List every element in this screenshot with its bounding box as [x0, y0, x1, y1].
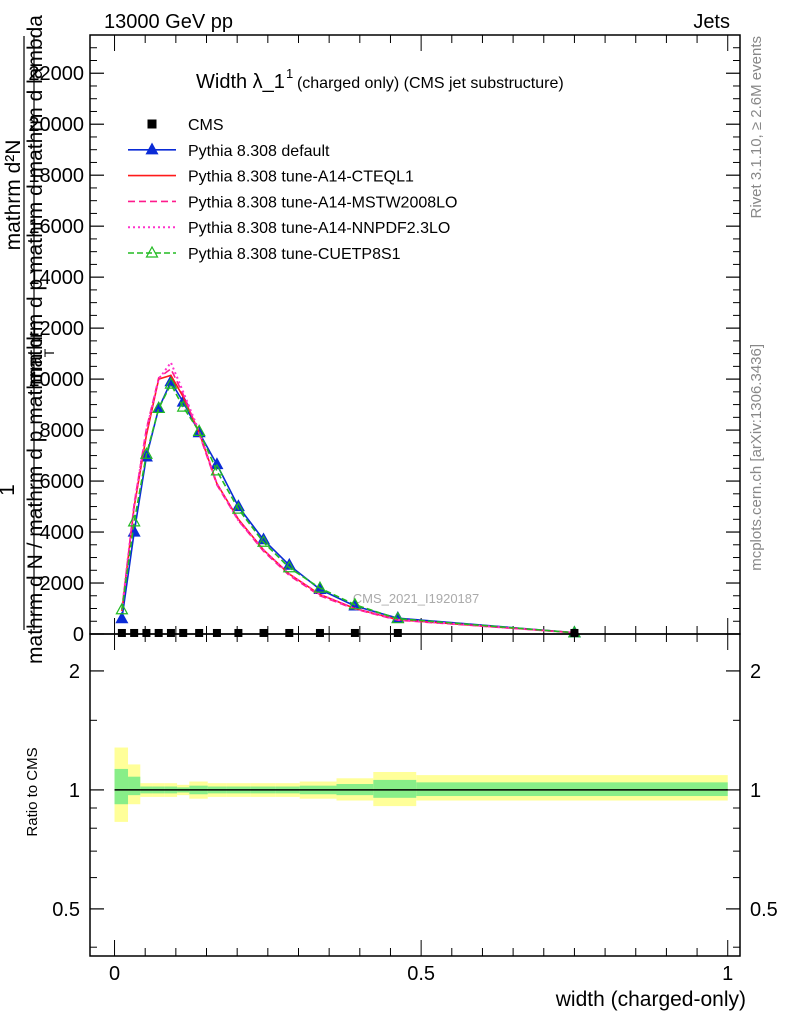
- series-marker-Pythia 8.308 tune-CUETP8S1: [139, 447, 153, 459]
- series-line-Pythia 8.308 tune-A14-NNPDF2.3LO: [120, 360, 575, 634]
- cms-data-point: [350, 628, 359, 637]
- header-left-label: 13000 GeV pp: [104, 11, 233, 33]
- series-marker-Pythia 8.308 tune-CUETP8S1: [231, 501, 245, 514]
- ratio-y-tick-label-right: 2: [750, 661, 761, 683]
- y-label-numerator-outer: mathrm d²N: [2, 140, 25, 251]
- main-data-layer: [115, 360, 581, 638]
- cms-data-point: [142, 628, 151, 637]
- series-marker-Pythia 8.308 tune-CUETP8S1: [210, 463, 224, 476]
- legend-marker-Pythia 8.308 default: [145, 142, 159, 155]
- ratio-x-tick-label: 0.5: [407, 963, 435, 985]
- series-marker-Pythia 8.308 tune-CUETP8S1: [282, 560, 296, 573]
- cms-data-point: [259, 628, 268, 637]
- legend-label-Pythia 8.308 tune-CUETP8S1: Pythia 8.308 tune-CUETP8S1: [188, 246, 401, 263]
- series-marker-Pythia 8.308 tune-CUETP8S1: [192, 424, 206, 436]
- series-marker-Pythia 8.308 tune-CUETP8S1: [313, 580, 327, 593]
- cms-data-point: [179, 628, 188, 637]
- main-y-tick-label: 8000: [40, 420, 85, 442]
- main-y-ticks: 0 2000 4000 6000 8000 10000 12000 14000 16000 180…: [28, 34, 740, 646]
- y-label-subscript-t: T: [41, 348, 57, 357]
- mcplots-source-label: mcplots.cern.ch [arXiv:1306.3436]: [748, 344, 765, 571]
- rivet-events-label: Rivet 3.1.10, ≥ 2.6M events: [748, 36, 765, 219]
- main-y-tick-label: 22000: [28, 63, 84, 85]
- ratio-x-tick-label: 1: [722, 963, 733, 985]
- series-marker-Pythia 8.308 tune-CUETP8S1: [348, 597, 362, 610]
- cms-data-point: [166, 628, 175, 637]
- ratio-band-green: [114, 768, 129, 805]
- series-marker-Pythia 8.308 tune-CUETP8S1: [164, 376, 178, 389]
- main-y-tick-label: 12000: [28, 318, 84, 340]
- series-marker-Pythia 8.308 default: [115, 611, 129, 624]
- main-y-tick-label: 0: [73, 624, 84, 646]
- plot-title: Width λ_1 1 (charged only) (CMS jet subs…: [196, 66, 564, 93]
- ratio-y-tick-label-right: 0.5: [750, 899, 778, 921]
- ratio-y-tick-label: 2: [69, 661, 80, 683]
- cms-data-point: [234, 628, 243, 637]
- series-marker-Pythia 8.308 tune-CUETP8S1: [391, 611, 405, 624]
- y-label-denominator-outer: mathrm d p mathrm d mathrm d lambda: [24, 15, 47, 385]
- plot-title-superscript: 1: [286, 66, 293, 81]
- ratio-band-green: [128, 776, 141, 796]
- series-marker-Pythia 8.308 tune-CUETP8S1: [115, 602, 129, 615]
- ratio-band-green: [373, 779, 417, 798]
- cms-data-point: [154, 628, 163, 637]
- analysis-watermark: CMS_2021_I1920187: [353, 591, 480, 606]
- y-label-numerator-one: 1: [0, 484, 19, 496]
- series-marker-Pythia 8.308 tune-CUETP8S1: [176, 399, 190, 412]
- legend-marker-Pythia 8.308 tune-CUETP8S1: [145, 245, 159, 258]
- cms-data-point: [285, 628, 294, 637]
- main-y-tick-label: 10000: [28, 369, 84, 391]
- ratio-y-tick-label: 0.5: [52, 899, 80, 921]
- main-y-tick-label: 4000: [40, 522, 85, 544]
- legend-label-Pythia 8.308 tune-A14-CTEQL1: Pythia 8.308 tune-A14-CTEQL1: [188, 169, 414, 186]
- cms-data-point: [315, 628, 324, 637]
- series-line-Pythia 8.308 default: [121, 379, 575, 634]
- main-y-tick-label: 14000: [28, 267, 84, 289]
- ratio-y-ticks: 0.5 0.5 1 1 2 2: [52, 661, 778, 948]
- main-x-ticks: [114, 35, 729, 634]
- y-label-denominator-inner: mathrm d N / mathrm d p mathrm d: [24, 336, 47, 664]
- header-right-label: Jets: [693, 11, 730, 33]
- ratio-x-ticks: 0 0.5 1: [109, 634, 733, 985]
- main-y-tick-label: 6000: [40, 471, 85, 493]
- plot-title-suffix: (charged only) (CMS jet substructure): [297, 75, 564, 92]
- main-y-tick-label: 2000: [40, 573, 85, 595]
- cms-data-point: [393, 628, 402, 637]
- series-line-Pythia 8.308 tune-CUETP8S1: [121, 382, 575, 634]
- main-y-axis-label: mathrm d²N mathrm d p mathrm d mathrm d l…: [0, 15, 57, 664]
- cms-data-point: [570, 628, 579, 637]
- ratio-y-tick-label: 1: [69, 780, 80, 802]
- cms-data-point: [130, 628, 139, 637]
- ratio-y-tick-label-right: 1: [750, 780, 761, 802]
- ratio-y-axis-label: Ratio to CMS: [24, 747, 41, 836]
- main-y-tick-label: 16000: [28, 216, 84, 238]
- legend-label-cms: CMS: [188, 117, 224, 134]
- ratio-plot-panel: 0.5 0.51 12 2 0 0.5 1 Ratio to CMS width (cha…: [24, 633, 778, 1011]
- main-plot-panel: mathrm d²N mathrm d p mathrm d mathrm d l…: [0, 15, 741, 664]
- main-y-tick-label: 18000: [28, 165, 84, 187]
- cms-data-point: [195, 628, 204, 637]
- legend-label-Pythia 8.308 tune-A14-NNPDF2.3LO: Pythia 8.308 tune-A14-NNPDF2.3LO: [188, 220, 450, 237]
- legend-label-Pythia 8.308 tune-A14-MSTW2008LO: Pythia 8.308 tune-A14-MSTW2008LO: [188, 194, 457, 211]
- cms-data-point: [212, 628, 221, 637]
- x-axis-label: width (charged-only): [555, 988, 746, 1011]
- cms-data-point: [117, 628, 126, 637]
- series-marker-Pythia 8.308 tune-CUETP8S1: [127, 514, 141, 527]
- ratio-x-tick-label: 0: [109, 963, 120, 985]
- series-marker-Pythia 8.308 tune-CUETP8S1: [257, 534, 271, 547]
- series-marker-Pythia 8.308 tune-CUETP8S1: [152, 401, 166, 414]
- series-line-Pythia 8.308 tune-A14-MSTW2008LO: [121, 367, 575, 634]
- legend-label-Pythia 8.308 default: Pythia 8.308 default: [188, 143, 330, 160]
- plot-title-main: Width λ_1: [196, 71, 285, 93]
- ratio-plot-frame: [89, 633, 741, 957]
- ratio-uncertainty-bands: [114, 747, 728, 822]
- main-y-tick-label: 20000: [28, 114, 84, 136]
- series-marker-Pythia 8.308 default: [210, 457, 224, 470]
- legend: CMS Pythia 8.308 default Pythia 8.308 tune…: [128, 117, 457, 263]
- legend-marker-cms: [147, 119, 157, 129]
